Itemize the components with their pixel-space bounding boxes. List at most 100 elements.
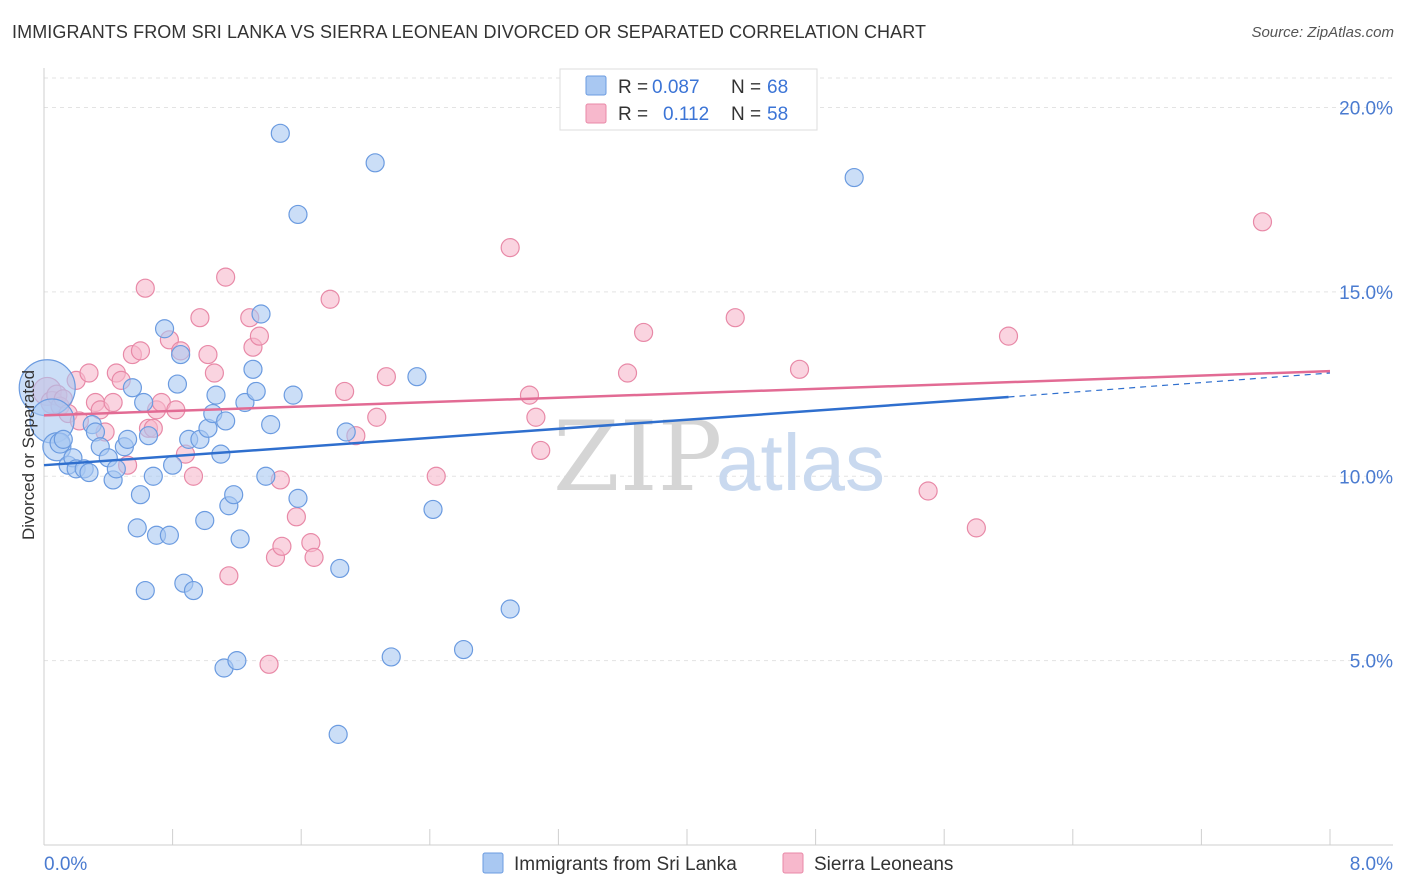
sierra-leoneans-point: [526, 407, 546, 427]
sierra-leoneans-point: [190, 308, 210, 328]
legend-r-value-pink: 0.112: [663, 104, 709, 125]
sri-lanka-trend-extension: [1008, 372, 1331, 398]
source-label: Source: ZipAtlas.com: [1251, 24, 1394, 41]
axes: [43, 68, 1393, 846]
chart-title: IMMIGRANTS FROM SRI LANKA VS SIERRA LEON…: [12, 22, 927, 42]
legend-swatch-pink: [585, 103, 607, 124]
x-tick-max: 8.0%: [1350, 854, 1393, 875]
sri-lanka-point: [246, 381, 266, 402]
sri-lanka-point: [283, 385, 303, 405]
sri-lanka-point: [183, 580, 204, 601]
sri-lanka-point: [53, 429, 73, 449]
sri-lanka-point: [500, 599, 520, 619]
sri-lanka-point: [453, 639, 474, 660]
x-tick-min: 0.0%: [44, 854, 87, 875]
sierra-leoneans-point: [531, 440, 551, 461]
sri-lanka-point: [330, 558, 350, 579]
sri-lanka-point: [167, 374, 188, 394]
sri-lanka-point: [195, 510, 215, 531]
sierra-leoneans-point: [79, 363, 99, 383]
sierra-leoneans-point: [335, 381, 355, 402]
y-tick-label: 20.0%: [1339, 99, 1393, 120]
sierra-leoneans-point: [272, 536, 292, 556]
sierra-leoneans-point: [725, 308, 745, 328]
sierra-leoneans-point: [249, 326, 270, 346]
sierra-leoneans-point: [789, 359, 810, 379]
sierra-leoneans-point: [966, 518, 986, 538]
sierra-leoneans-point: [130, 341, 151, 361]
sri-lanka-point: [365, 153, 385, 173]
sierra-leoneans-point: [633, 322, 654, 343]
sri-lanka-point: [261, 415, 281, 435]
sri-lanka-point: [381, 647, 401, 667]
sri-lanka-point: [328, 724, 348, 744]
sri-lanka-point: [134, 392, 154, 413]
sri-lanka-point: [106, 459, 126, 479]
sierra-leoneans-point: [183, 466, 204, 486]
sierra-leoneans-point: [286, 507, 306, 527]
bottom-legend-swatch-pink: [782, 852, 804, 874]
legend-n-value-blue: 68: [767, 77, 788, 98]
sierra-leoneans-point: [216, 267, 236, 287]
bottom-legend-swatch-blue: [482, 852, 504, 874]
sri-lanka-point: [227, 651, 247, 671]
sri-lanka-point: [288, 488, 308, 508]
sri-lanka-point: [117, 429, 138, 449]
sierra-leoneans-point: [198, 344, 218, 365]
sri-lanka-point: [224, 485, 244, 505]
legend-n-label-blue: N =: [731, 77, 761, 98]
sierra-leoneans-point: [259, 654, 279, 674]
sierra-leoneans-point: [376, 367, 396, 387]
sri-lanka-point: [171, 344, 191, 365]
y-tick-label: 5.0%: [1350, 652, 1393, 673]
trend-lines: [43, 369, 1331, 467]
sri-lanka-point: [243, 359, 263, 379]
sierra-leoneans-point: [367, 407, 387, 427]
sierra-leoneans-point: [500, 238, 520, 258]
sri-lanka-point: [216, 411, 236, 431]
sri-lanka-point: [844, 167, 864, 188]
sri-lanka-trend-line: [43, 395, 1009, 467]
sierra-leoneans-point: [918, 481, 938, 501]
sri-lanka-point: [79, 462, 99, 483]
sierra-leoneans-point: [1252, 212, 1273, 232]
sri-lanka-point: [122, 378, 143, 398]
sierra-leoneans-point: [426, 466, 446, 486]
legend: R = 0.087 N = 68 R = 0.112 N = 58: [559, 68, 818, 131]
legend-r-value-blue: 0.087: [652, 77, 700, 98]
sri-lanka-point: [206, 385, 226, 405]
sri-lanka-point: [336, 422, 356, 442]
bottom-legend: Immigrants from Sri Lanka Sierra Leonean…: [482, 852, 953, 875]
sri-lanka-point: [130, 485, 151, 505]
sierra-leoneans-point: [320, 289, 340, 309]
sri-lanka-point: [288, 204, 308, 225]
sri-lanka-point: [154, 319, 175, 339]
sierra-leoneans-point: [204, 363, 224, 383]
sri-lanka-point: [251, 304, 271, 324]
legend-n-value-pink: 58: [767, 104, 788, 125]
watermark-atlas: atlas: [716, 418, 885, 507]
y-tick-label: 15.0%: [1339, 283, 1393, 304]
sri-lanka-point: [127, 518, 147, 538]
sri-lanka-point: [256, 466, 276, 486]
sierra-leoneans-point: [103, 392, 123, 413]
sierra-leoneans-trend-line: [43, 369, 1331, 417]
sri-lanka-point: [270, 123, 290, 143]
sri-lanka-point: [230, 529, 250, 549]
sierra-leoneans-point: [998, 326, 1019, 346]
sri-lanka-point: [138, 426, 159, 446]
bottom-legend-label-blue: Immigrants from Sri Lanka: [514, 854, 737, 875]
sri-lanka-point: [135, 580, 155, 601]
sri-lanka-point: [163, 455, 183, 475]
y-tick-label: 10.0%: [1339, 467, 1393, 488]
legend-r-label-blue: R =: [618, 77, 648, 98]
y-tick-labels: 5.0% 10.0% 15.0% 20.0%: [1339, 99, 1393, 673]
bottom-legend-label-pink: Sierra Leoneans: [814, 854, 953, 875]
sierra-leoneans-point: [219, 566, 239, 586]
legend-r-label-pink: R =: [618, 104, 648, 125]
sierra-leoneans-point: [135, 278, 155, 298]
sierra-leoneans-point: [519, 385, 540, 405]
sierra-leoneans-point: [617, 363, 638, 383]
sri-lanka-point: [423, 499, 443, 520]
